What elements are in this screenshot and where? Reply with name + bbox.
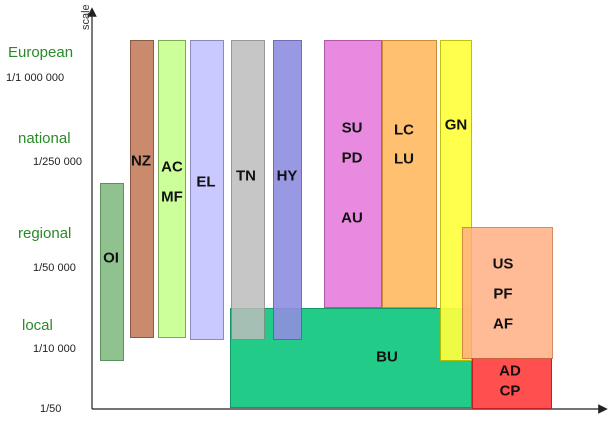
theme-bu-label: BU [376,348,398,366]
level-scale-regional: 1/50 000 [33,262,76,274]
theme-ac-mf-box [158,40,186,338]
theme-lc-label: LC [394,121,414,139]
level-name-european: European [8,44,74,61]
theme-bu-box [230,308,472,408]
theme-su-label: SU [341,119,363,137]
level-name-regional: regional [18,225,72,242]
level-scale-base: 1/50 [40,403,62,415]
level-scale-national: 1/250 000 [33,156,82,168]
theme-us-pf-af-box [462,227,553,359]
theme-su-pd-au-box [324,40,382,308]
theme-ac-label: AC [161,158,183,176]
theme-oi-label: OI [103,249,119,267]
theme-lc-lu-box [382,40,437,308]
theme-oi-box [100,183,124,361]
theme-cp-label: CP [499,382,521,400]
theme-af-label: AF [493,315,513,333]
theme-lu-label: LU [394,150,414,168]
theme-nz-label: NZ [131,152,151,170]
theme-pd-label: PD [341,149,363,167]
theme-hy-label: HY [276,167,298,185]
theme-el-box [190,40,224,340]
theme-ad-label: AD [499,362,521,380]
theme-tn-label: TN [236,167,256,185]
level-scale-european: 1/1 000 000 [6,72,65,84]
level-scale-local: 1/10 000 [33,343,76,355]
theme-nz-box [130,40,154,338]
theme-mf-label: MF [161,188,183,206]
y-axis-title: scale [80,4,92,30]
theme-pf-label: PF [493,285,513,303]
theme-au-label: AU [341,209,363,227]
level-name-national: national [18,130,71,147]
level-name-local: local [22,317,53,334]
theme-us-label: US [492,255,514,273]
theme-tn-box [231,40,265,340]
theme-gn-label: GN [444,116,468,134]
theme-el-label: EL [196,173,216,191]
theme-hy-box [273,40,302,340]
